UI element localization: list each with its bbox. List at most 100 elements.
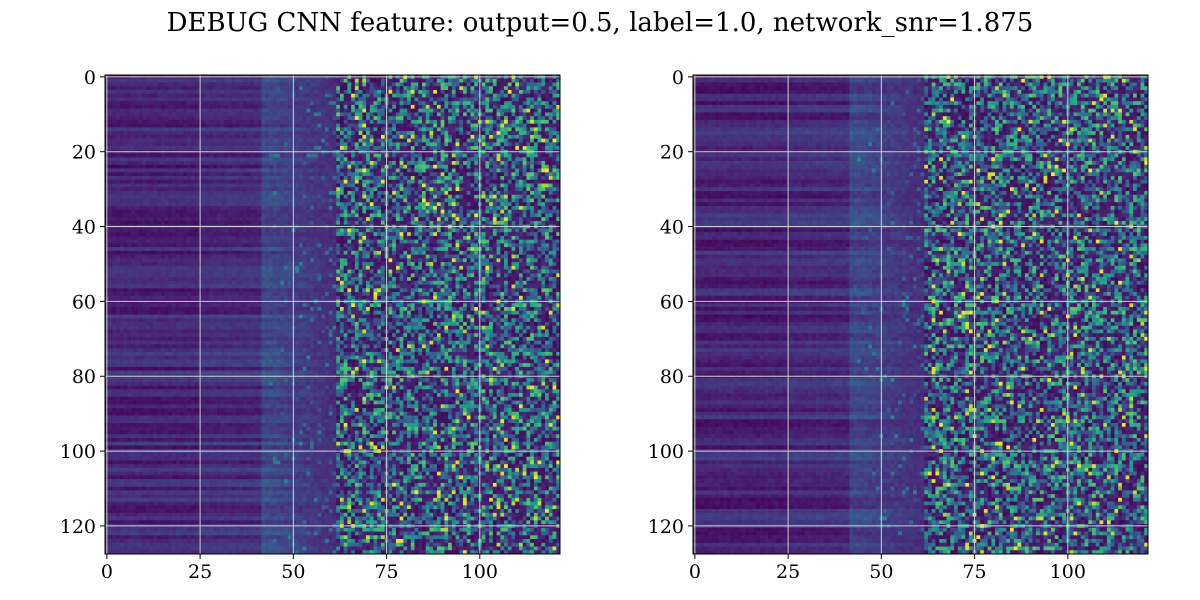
heatmap-cell bbox=[206, 154, 210, 158]
heatmap-cell bbox=[254, 210, 258, 214]
heatmap-cell bbox=[168, 206, 172, 210]
heatmap-cell bbox=[306, 195, 310, 199]
heatmap-cell bbox=[277, 116, 281, 120]
heatmap-cell bbox=[318, 124, 322, 128]
heatmap-cell bbox=[489, 131, 493, 135]
heatmap-cell bbox=[500, 139, 504, 143]
heatmap-cell bbox=[482, 101, 486, 105]
heatmap-cell bbox=[168, 187, 172, 191]
heatmap-cell bbox=[519, 206, 523, 210]
heatmap-cell bbox=[388, 94, 392, 98]
heatmap-cell bbox=[500, 135, 504, 139]
heatmap-cell bbox=[195, 157, 199, 161]
heatmap-cell bbox=[254, 180, 258, 184]
heatmap-cell bbox=[388, 172, 392, 176]
heatmap-cell bbox=[549, 221, 553, 225]
heatmap-cell bbox=[131, 120, 135, 124]
heatmap-cell bbox=[444, 187, 448, 191]
heatmap-cell bbox=[474, 206, 478, 210]
heatmap-cell bbox=[127, 184, 131, 188]
heatmap-cell bbox=[355, 184, 359, 188]
heatmap-cell bbox=[470, 94, 474, 98]
heatmap-cell bbox=[351, 202, 355, 206]
heatmap-cell bbox=[351, 112, 355, 116]
heatmap-cell bbox=[362, 154, 366, 158]
heatmap-cell bbox=[321, 198, 325, 202]
heatmap-cell bbox=[318, 165, 322, 169]
heatmap-cell bbox=[500, 195, 504, 199]
heatmap-cell bbox=[433, 169, 437, 173]
heatmap-cell bbox=[321, 176, 325, 180]
heatmap-cell bbox=[351, 198, 355, 202]
heatmap-cell bbox=[508, 217, 512, 221]
heatmap-cell bbox=[213, 221, 217, 225]
heatmap-cell bbox=[180, 90, 184, 94]
heatmap-cell bbox=[429, 120, 433, 124]
heatmap-cell bbox=[396, 94, 400, 98]
heatmap-cell bbox=[206, 79, 210, 83]
heatmap-cell bbox=[131, 161, 135, 165]
heatmap-cell bbox=[467, 157, 471, 161]
heatmap-cell bbox=[470, 109, 474, 113]
heatmap-cell bbox=[534, 187, 538, 191]
heatmap-cell bbox=[306, 142, 310, 146]
heatmap-cell bbox=[493, 184, 497, 188]
heatmap-cell bbox=[217, 169, 221, 173]
heatmap-cell bbox=[161, 187, 165, 191]
heatmap-cell bbox=[306, 90, 310, 94]
heatmap-cell bbox=[228, 97, 232, 101]
heatmap-cell bbox=[333, 161, 337, 165]
heatmap-cell bbox=[534, 142, 538, 146]
heatmap-cell bbox=[262, 79, 266, 83]
heatmap-cell bbox=[538, 198, 542, 202]
heatmap-cell bbox=[519, 176, 523, 180]
heatmap-cell bbox=[538, 217, 542, 221]
heatmap-cell bbox=[124, 79, 128, 83]
heatmap-cell bbox=[239, 176, 243, 180]
heatmap-cell bbox=[124, 109, 128, 113]
heatmap-cell bbox=[329, 90, 333, 94]
heatmap-cell bbox=[403, 146, 407, 150]
heatmap-cell bbox=[456, 109, 460, 113]
heatmap-cell bbox=[493, 86, 497, 90]
heatmap-cell bbox=[135, 112, 139, 116]
heatmap-cell bbox=[168, 109, 172, 113]
heatmap-cell bbox=[396, 120, 400, 124]
heatmap-cell bbox=[116, 176, 120, 180]
heatmap-cell bbox=[493, 82, 497, 86]
heatmap-cell bbox=[515, 139, 519, 143]
heatmap-cell bbox=[288, 176, 292, 180]
heatmap-cell bbox=[474, 191, 478, 195]
heatmap-cell bbox=[329, 176, 333, 180]
heatmap-cell bbox=[366, 157, 370, 161]
heatmap-cell bbox=[142, 97, 146, 101]
heatmap-cell bbox=[202, 213, 206, 217]
heatmap-cell bbox=[336, 105, 340, 109]
heatmap-cell bbox=[135, 206, 139, 210]
heatmap-cell bbox=[273, 146, 277, 150]
heatmap-cell bbox=[407, 217, 411, 221]
heatmap-cell bbox=[116, 213, 120, 217]
heatmap-cell bbox=[206, 217, 210, 221]
heatmap-cell bbox=[403, 176, 407, 180]
heatmap-cell bbox=[146, 120, 150, 124]
heatmap-cell bbox=[131, 154, 135, 158]
heatmap-cell bbox=[422, 161, 426, 165]
heatmap-cell bbox=[396, 105, 400, 109]
heatmap-cell bbox=[508, 187, 512, 191]
heatmap-cell bbox=[112, 206, 116, 210]
heatmap-cell bbox=[392, 105, 396, 109]
heatmap-cell bbox=[459, 94, 463, 98]
heatmap-cell bbox=[441, 206, 445, 210]
heatmap-cell bbox=[329, 146, 333, 150]
heatmap-cell bbox=[374, 131, 378, 135]
heatmap-cell bbox=[422, 221, 426, 225]
heatmap-cell bbox=[146, 202, 150, 206]
heatmap-cell bbox=[396, 142, 400, 146]
heatmap-cell bbox=[191, 135, 195, 139]
heatmap-cell bbox=[135, 172, 139, 176]
heatmap-cell bbox=[340, 120, 344, 124]
heatmap-cell bbox=[172, 198, 176, 202]
heatmap-cell bbox=[489, 169, 493, 173]
heatmap-cell bbox=[318, 195, 322, 199]
